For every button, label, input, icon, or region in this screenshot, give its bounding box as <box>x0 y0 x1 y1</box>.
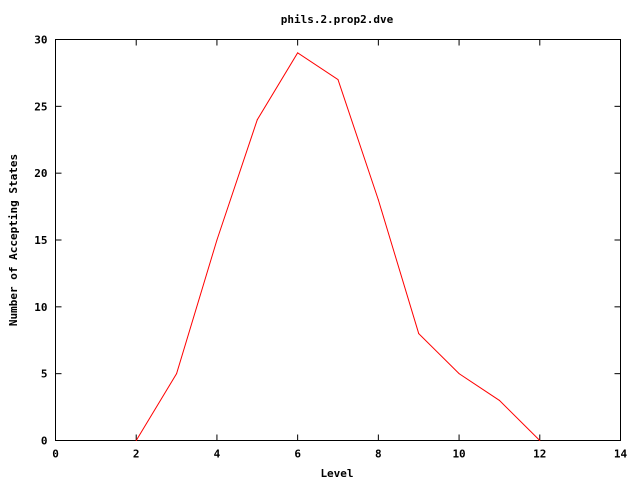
data-point <box>256 119 258 121</box>
data-point <box>135 440 137 441</box>
x-tick-label: 0 <box>52 448 59 461</box>
x-tick-label: 10 <box>452 448 465 461</box>
x-tick-label: 14 <box>614 448 628 461</box>
y-tick-label: 5 <box>41 368 48 381</box>
data-point <box>377 199 379 201</box>
y-tick-label: 10 <box>34 301 47 314</box>
y-tick-label: 30 <box>34 34 47 47</box>
y-tick-label: 0 <box>41 435 48 448</box>
x-tick-label: 8 <box>375 448 382 461</box>
x-axis-label: Level <box>320 467 353 480</box>
y-axis-label: Number of Accepting States <box>7 154 20 326</box>
x-tick-label: 12 <box>533 448 546 461</box>
plot-frame <box>55 39 621 441</box>
x-tick-label: 2 <box>133 448 140 461</box>
y-tick-label: 25 <box>34 100 47 113</box>
chart-title: phils.2.prop2.dve <box>281 13 394 26</box>
data-point <box>539 440 541 441</box>
data-point <box>498 399 500 401</box>
y-tick-label: 20 <box>34 167 47 180</box>
x-tick-label: 4 <box>214 448 221 461</box>
data-point <box>297 52 299 54</box>
data-point <box>458 373 460 375</box>
series-line <box>135 52 541 441</box>
data-point <box>337 79 339 81</box>
data-point <box>216 239 218 241</box>
x-tick-label: 6 <box>294 448 301 461</box>
data-point <box>418 333 420 335</box>
data-point <box>176 373 178 375</box>
y-tick-label: 15 <box>34 234 47 247</box>
